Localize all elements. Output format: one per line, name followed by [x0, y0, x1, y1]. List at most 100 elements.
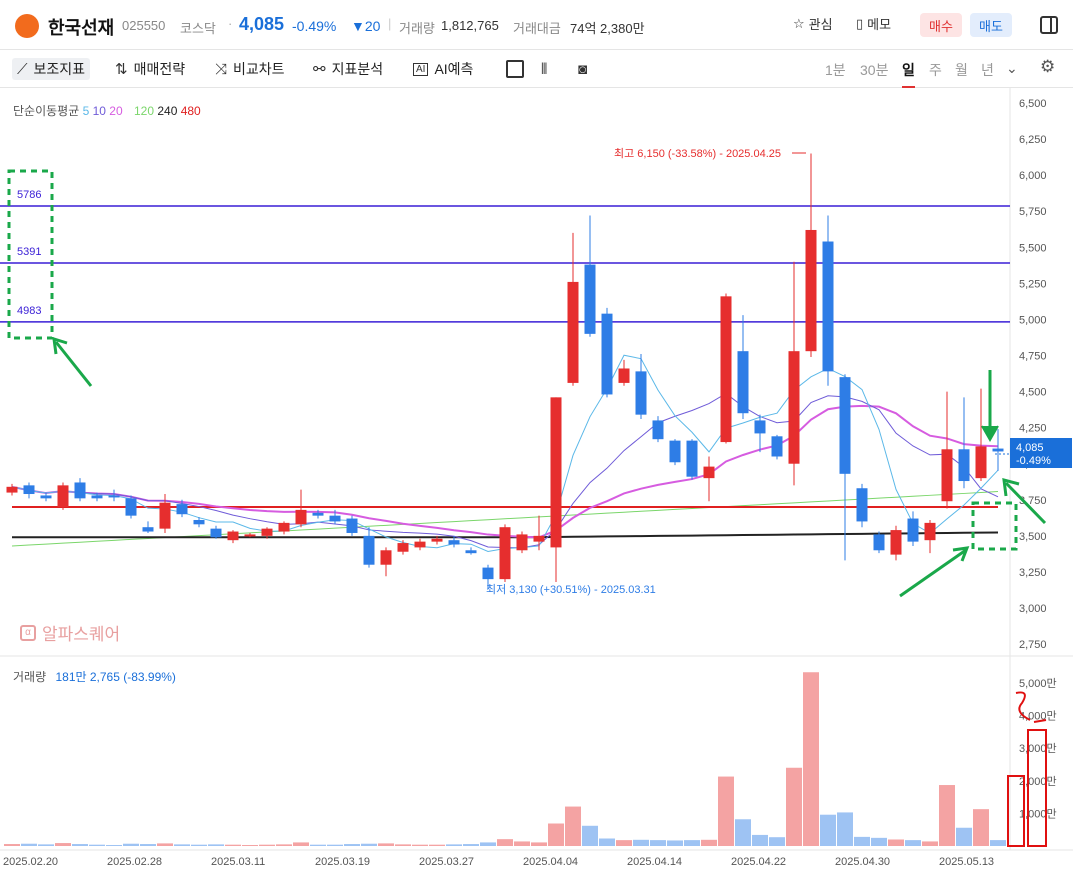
- volume-bar: [497, 839, 513, 846]
- candle-body: [567, 281, 579, 383]
- stock-code: 025550: [122, 18, 166, 33]
- volume-bar: [871, 837, 887, 846]
- price-tick-label: 5,750: [1019, 206, 1047, 218]
- chevron-down-icon[interactable]: ⌄: [1006, 60, 1018, 76]
- candle-body: [329, 515, 341, 522]
- volume-bar: [412, 844, 428, 846]
- volume-bar: [191, 844, 207, 846]
- green-arrow-down-head: [981, 425, 999, 443]
- memo-button[interactable]: ▯ 메모: [856, 14, 891, 33]
- volume-bar: [429, 844, 445, 846]
- green-arrow-ma-head: [1002, 477, 1020, 497]
- indicator-button[interactable]: ⟋ 보조지표: [12, 58, 91, 80]
- strategy-button[interactable]: ⇅ 매매전략: [115, 58, 185, 80]
- candlestick-icon: ⫴: [541, 60, 548, 78]
- volume-bar: [157, 843, 173, 846]
- candle-body: [227, 531, 239, 541]
- screenshot-button[interactable]: ◙: [578, 58, 587, 80]
- volume-bar: [361, 843, 377, 846]
- watch-button[interactable]: ☆ 관심: [793, 14, 833, 33]
- market-label: 코스닥: [180, 21, 216, 36]
- period-1min[interactable]: 1분: [825, 62, 846, 78]
- candle-body: [737, 351, 749, 414]
- alphasquare-watermark: α 알파스퀘어: [20, 620, 120, 645]
- settings-gear-icon[interactable]: ⚙: [1040, 57, 1056, 76]
- support-highlight-box: [971, 501, 1018, 551]
- analysis-button[interactable]: ⚯ 지표분석: [313, 58, 383, 80]
- change-amount: ▼20: [351, 18, 381, 34]
- volume-bar: [327, 844, 343, 846]
- strategy-icon: ⇅: [115, 61, 128, 78]
- square-tool-button[interactable]: [506, 58, 524, 80]
- volume-bar: [956, 827, 972, 846]
- candle-body: [941, 449, 953, 502]
- period-30min[interactable]: 30분: [860, 62, 889, 78]
- volume-bar: [786, 767, 802, 846]
- candle-body: [992, 448, 1004, 452]
- candle-type-button[interactable]: ⫴: [541, 58, 547, 80]
- candle-body: [686, 440, 698, 477]
- compare-button[interactable]: ⤨ 비교차트: [215, 58, 285, 80]
- volume-bar: [514, 841, 530, 846]
- price-tick-label: 4,500: [1019, 387, 1047, 399]
- red-volume-box-large: [1027, 729, 1047, 847]
- watermark-text: 알파스퀘어: [42, 625, 121, 644]
- candle-body: [6, 486, 18, 493]
- stock-name[interactable]: 한국선재: [48, 18, 115, 38]
- candle-body: [142, 527, 154, 532]
- period-day[interactable]: 일: [902, 60, 915, 88]
- green-arrow-support: [899, 548, 967, 598]
- ma-legend-title: 단순이동평균: [13, 104, 80, 118]
- price-tick-label: 3,500: [1019, 531, 1047, 543]
- candle-body: [584, 264, 596, 334]
- candle-body: [159, 502, 171, 529]
- period-month[interactable]: 월: [955, 62, 968, 78]
- watch-label: 관심: [808, 17, 833, 32]
- candle-body: [720, 296, 732, 443]
- candle-body: [516, 534, 528, 551]
- analysis-icon: ⚯: [313, 61, 326, 78]
- ai-predict-button[interactable]: AI AI예측: [413, 58, 473, 80]
- candle-body: [618, 368, 630, 383]
- volume-bar: [446, 844, 462, 846]
- indicator-icon: ⟋: [17, 60, 28, 78]
- volume-bar: [531, 842, 547, 846]
- square-icon: [506, 60, 524, 78]
- period-year[interactable]: 년: [981, 62, 994, 78]
- period-week[interactable]: 주: [929, 62, 942, 78]
- volume-bar: [310, 844, 326, 846]
- volume-label: 거래량: [399, 21, 435, 36]
- volume-bar: [837, 812, 853, 846]
- volume-bar: [208, 844, 224, 846]
- candle-body: [448, 540, 460, 545]
- volume-bar: [480, 842, 496, 846]
- candle-body: [244, 534, 256, 537]
- sell-button[interactable]: 매도: [970, 13, 1012, 37]
- red-scribble: [1015, 691, 1047, 723]
- candle-body: [431, 538, 443, 542]
- volume-value: 1,812,765: [441, 18, 499, 33]
- volume-legend-value: 181만 2,765 (-83.99%): [55, 670, 176, 684]
- candle-body: [295, 509, 307, 525]
- ma-legend-20: 20: [105, 104, 123, 118]
- price-tick-label: 3,250: [1019, 567, 1047, 579]
- volume-bar: [650, 840, 666, 846]
- volume-bar: [72, 844, 88, 846]
- current-price-tag-value: 4,085: [1016, 442, 1044, 454]
- buy-button[interactable]: 매수: [920, 13, 962, 37]
- candle-body: [771, 436, 783, 457]
- level-line-label: 5786: [17, 189, 41, 201]
- high-price-annotation: 최고 6,150 (-33.58%) - 2025.04.25: [614, 147, 781, 160]
- side-panel-icon[interactable]: [1040, 16, 1058, 34]
- volume-bar: [752, 834, 768, 846]
- date-tick-label: 2025.02.20: [3, 856, 58, 868]
- ai-predict-label: AI예측: [434, 61, 474, 77]
- volume-bar: [174, 844, 190, 846]
- volume-bar: [548, 823, 564, 846]
- candle-body: [346, 518, 358, 533]
- candle-body: [125, 498, 137, 516]
- volume-bar: [922, 841, 938, 846]
- indicator-label: 보조지표: [33, 61, 86, 77]
- candle-body: [533, 535, 545, 542]
